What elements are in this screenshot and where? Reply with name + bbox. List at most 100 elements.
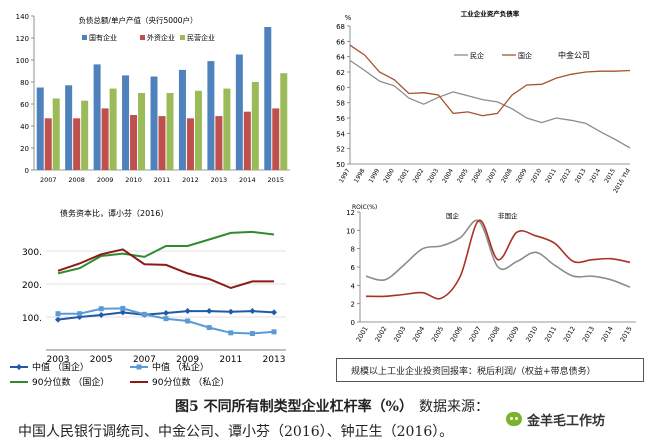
x-tick-label: 1999 xyxy=(368,167,382,184)
marker-point xyxy=(249,308,256,315)
legend-label: 非国企 xyxy=(498,211,518,220)
chart-title: 债务资本比，谭小芬（2016） xyxy=(60,208,168,218)
x-tick-label: 2008 xyxy=(487,325,502,343)
y-tick-label: 60 xyxy=(20,101,29,109)
chart-title: 负债总额/单户产值（央行5000户） xyxy=(78,15,197,25)
marker-point xyxy=(163,310,169,317)
legend-swatch xyxy=(180,35,185,40)
x-tick-label: 2010 xyxy=(125,176,142,184)
line-soe xyxy=(349,44,631,117)
bar-private xyxy=(52,98,60,170)
x-tick-label: 2001 xyxy=(355,325,370,343)
legend-swatch xyxy=(82,35,87,40)
bar-private xyxy=(280,73,288,170)
y-tick-label: 80 xyxy=(20,79,29,87)
chart-industrial-debt-ratio: 50 52 54 56 58 60 62 64 66 68 1997 1998 1999 2000 2001… xyxy=(336,9,632,194)
y-tick-label: 58 xyxy=(336,100,345,108)
x-tick-label: 2009 xyxy=(97,176,114,184)
marker-point xyxy=(271,329,277,335)
x-tick-label: 2006 xyxy=(471,167,485,184)
x-tick-label: 2007 xyxy=(133,355,156,365)
x-tick-label: 2010 xyxy=(530,167,544,184)
x-tick-label: 2004 xyxy=(441,167,455,184)
x-tick-label: 2013 xyxy=(574,167,588,184)
marker-point xyxy=(271,309,277,316)
y-tick-label: 2 xyxy=(351,301,355,309)
x-tick-label: 2002 xyxy=(412,167,426,184)
source-label: 数据来源： xyxy=(418,399,489,415)
figure-caption: 图5 不同所有制类型企业杠杆率（%） 数据来源： xyxy=(0,396,664,418)
chart-title: 工业企业资产负债率 xyxy=(461,9,520,18)
bar-soe xyxy=(178,69,186,170)
chart-liability-per-firm: 0 20 40 60 80 100 120 140 2007 2008 2009 2010 2011 20… xyxy=(16,13,290,184)
y-tick-label: 300. xyxy=(22,248,42,258)
line-private xyxy=(349,59,631,149)
legend-label: 90分位数 （私企） xyxy=(152,376,229,388)
x-tick-label: 2013 xyxy=(211,176,228,184)
y-tick-label: 64 xyxy=(336,54,345,62)
x-tick-label: 2015 xyxy=(603,167,617,184)
x-tick-label: 2013 xyxy=(263,355,286,365)
y-tick-label: 200. xyxy=(22,281,42,291)
marker-point xyxy=(163,316,169,322)
legend-label: 国有企业 xyxy=(89,33,117,42)
marker-point xyxy=(55,316,61,323)
y-tick-label: 100 xyxy=(16,57,29,65)
y-tick-label: 56 xyxy=(336,115,345,123)
x-tick-label: 2012 xyxy=(559,167,573,184)
marker-point xyxy=(98,306,104,312)
y-tick-label: 10 xyxy=(346,227,355,235)
marker-point xyxy=(227,308,234,315)
x-tick-label: 2009 xyxy=(176,355,199,365)
x-tick-label: 2007 xyxy=(485,167,499,184)
y-tick-label: 120 xyxy=(16,35,29,43)
marker-point xyxy=(120,305,126,311)
y-tick-label: 0 xyxy=(351,319,355,327)
x-tick-label: 2009 xyxy=(505,325,520,343)
wechat-watermark: 金羊毛工作坊 xyxy=(506,409,605,429)
x-tick-label: 2011 xyxy=(154,176,171,184)
bar-soe xyxy=(235,54,243,170)
y-tick-label: 40 xyxy=(20,123,29,131)
y-tick-label: 66 xyxy=(336,38,345,46)
annotation-cicc: 中金公司 xyxy=(558,50,590,60)
x-tick-label: 2015 xyxy=(619,325,634,343)
bar-soe xyxy=(36,87,44,170)
line-p90-private xyxy=(57,248,274,290)
y-axis-label: % xyxy=(345,14,352,22)
legend-swatch xyxy=(140,35,145,40)
chart-debt-capital-ratio: 100. 200. 300. 2003 2005 2007 2009 2011 2013 债务资本… xyxy=(10,208,286,388)
legend-label: 外资企业 xyxy=(147,33,175,42)
marker-point xyxy=(206,325,212,331)
legend-marker xyxy=(136,364,142,370)
x-tick-label: 2005 xyxy=(90,355,113,365)
x-tick-label: 2001 xyxy=(397,167,411,184)
x-tick-label: 2012 xyxy=(562,325,577,343)
x-tick-label: 2014 xyxy=(589,167,603,184)
x-tick-label: 2015 xyxy=(268,176,285,184)
marker-point xyxy=(206,308,213,315)
bar-foreign xyxy=(272,108,280,170)
line-soe xyxy=(365,219,631,288)
wechat-icon xyxy=(506,412,522,426)
legend-label: 民营企业 xyxy=(187,33,215,42)
line-non-soe xyxy=(365,219,631,300)
x-tick-label: 1997 xyxy=(338,167,352,184)
marker-point xyxy=(185,318,191,324)
bar-foreign xyxy=(44,118,52,170)
bar-soe xyxy=(93,64,101,170)
y-tick-label: 50 xyxy=(336,161,345,169)
x-tick-label: 2007 xyxy=(40,176,57,184)
bar-soe xyxy=(122,75,130,170)
bar-foreign xyxy=(158,116,166,170)
marker-point xyxy=(249,331,255,336)
marker-point xyxy=(228,330,234,336)
bar-private xyxy=(194,90,202,170)
y-tick-label: 20 xyxy=(20,145,29,153)
bar-foreign xyxy=(73,118,81,170)
y-tick-label: 68 xyxy=(336,23,345,31)
bar-soe xyxy=(150,76,158,170)
bar-foreign xyxy=(243,111,251,170)
x-tick-label: 2007 xyxy=(468,325,483,343)
bar-foreign xyxy=(130,115,138,170)
